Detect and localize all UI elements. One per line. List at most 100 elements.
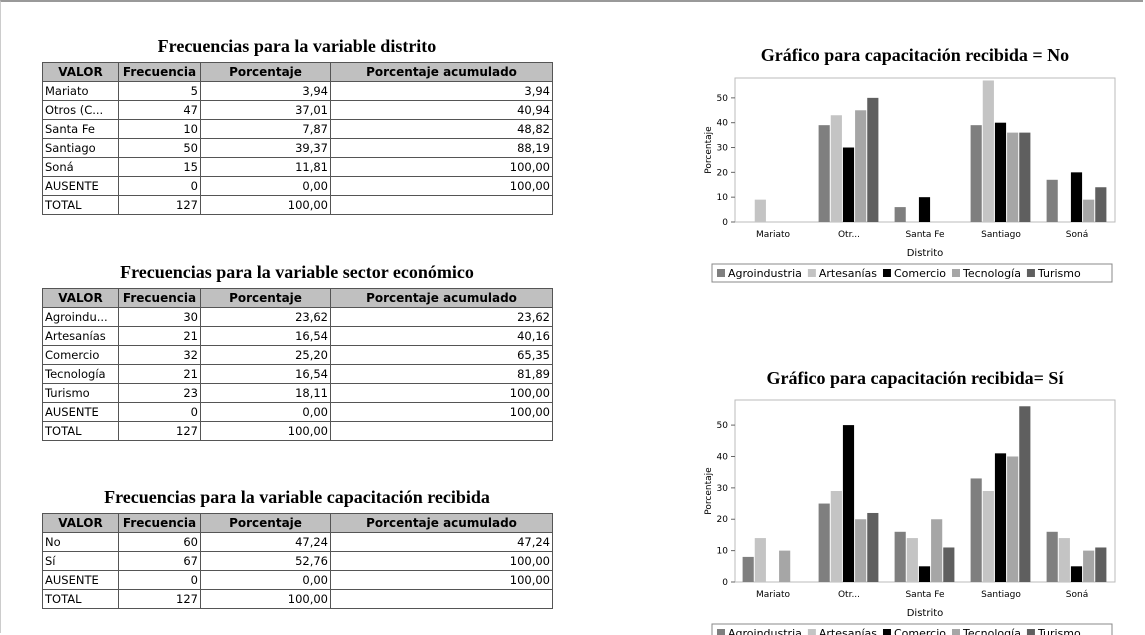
cell: 100,00	[330, 402, 553, 422]
cell: 16,54	[200, 326, 331, 346]
bar	[1095, 187, 1107, 222]
row: Otros (C... 47 37,01 40,94	[42, 100, 553, 120]
cell: 10	[118, 119, 201, 139]
cell: 67	[118, 551, 201, 571]
cell: Mariato	[42, 81, 119, 101]
cell: 100,00	[330, 176, 553, 196]
cell: 23,62	[200, 307, 331, 327]
legend-label: Comercio	[894, 627, 946, 635]
cell: 100,00	[330, 157, 553, 177]
row: No 60 47,24 47,24	[42, 532, 553, 552]
cell: 3,94	[200, 81, 331, 101]
legend-label: Turismo	[1037, 267, 1081, 280]
row: TOTAL 127 100,00	[42, 195, 553, 215]
x-tick-label: Santiago	[981, 230, 1021, 240]
cell: 0	[118, 402, 201, 422]
cell	[330, 421, 553, 441]
row: Artesanías 21 16,54 40,16	[42, 326, 553, 346]
bar	[842, 147, 855, 222]
cell: Otros (C...	[42, 100, 119, 120]
bar	[1007, 132, 1019, 222]
header-cell: Porcentaje acumulado	[330, 288, 553, 308]
bar	[867, 97, 879, 222]
bar	[918, 197, 931, 222]
cell: 65,35	[330, 345, 553, 365]
cell: 0	[118, 176, 201, 196]
legend-swatch	[807, 629, 816, 635]
table: VALOR Frecuencia Porcentaje Porcentaje acum…	[42, 288, 553, 441]
legend-label: Agroindustria	[728, 627, 802, 635]
cell: Turismo	[42, 383, 119, 403]
cell: 127	[118, 421, 201, 441]
y-axis-label: Porcentaje	[704, 126, 714, 174]
x-tick-label: Otr...	[838, 230, 860, 240]
cell: 0,00	[200, 570, 331, 590]
legend-swatch	[717, 269, 725, 277]
row: Santiago 50 39,37 88,19	[42, 138, 553, 158]
row: Sí 67 52,76 100,00	[42, 551, 553, 571]
row: TOTAL 127 100,00	[42, 589, 553, 609]
cell: 50	[118, 138, 201, 158]
y-tick-label: 0	[722, 218, 728, 228]
bar	[1019, 406, 1031, 582]
y-tick-label: 40	[717, 452, 729, 462]
cell: 100,00	[330, 551, 553, 571]
header-row: VALOR Frecuencia Porcentaje Porcentaje acum…	[42, 288, 553, 308]
legend-swatch	[882, 629, 891, 635]
bar	[867, 512, 879, 582]
cell: 5	[118, 81, 201, 101]
cell	[330, 589, 553, 609]
cell: 15	[118, 157, 201, 177]
cell: Comercio	[42, 345, 119, 365]
bar	[742, 556, 754, 582]
bar	[906, 538, 918, 582]
header-cell: VALOR	[42, 288, 119, 308]
cell: 127	[118, 195, 201, 215]
cell: Sí	[42, 551, 119, 571]
cell: 0,00	[200, 176, 331, 196]
cell: 23,62	[330, 307, 553, 327]
legend-swatch	[807, 269, 816, 277]
bar	[830, 491, 842, 582]
header-cell: Porcentaje acumulado	[330, 62, 553, 82]
legend-label: Artesanías	[819, 627, 877, 635]
row: AUSENTE 0 0,00 100,00	[42, 176, 553, 196]
row: Agroindu... 30 23,62 23,62	[42, 307, 553, 327]
y-tick-label: 10	[717, 193, 729, 203]
cell: 16,54	[200, 364, 331, 384]
bar	[894, 207, 906, 222]
bar	[855, 519, 867, 582]
cell: 39,37	[200, 138, 331, 158]
x-tick-label: Santa Fe	[905, 590, 945, 600]
legend-label: Comercio	[894, 267, 946, 280]
y-axis-label: Porcentaje	[704, 467, 714, 515]
legend-swatch	[882, 269, 891, 277]
x-tick-label: Santiago	[981, 590, 1021, 600]
header-row: VALOR Frecuencia Porcentaje Porcentaje acum…	[42, 62, 553, 82]
bar	[1019, 132, 1031, 222]
cell: 47,24	[200, 532, 331, 552]
legend-swatch	[1026, 629, 1035, 635]
legend	[711, 263, 1113, 283]
cell: 40,94	[330, 100, 553, 120]
row: Tecnología 21 16,54 81,89	[42, 364, 553, 384]
bar	[994, 453, 1007, 582]
cell: 88,19	[330, 138, 553, 158]
cell: 3,94	[330, 81, 553, 101]
legend-label: Tecnología	[962, 267, 1021, 280]
cell	[330, 195, 553, 215]
x-axis-label: Distrito	[907, 248, 944, 259]
bar	[1070, 172, 1083, 222]
row: Comercio 32 25,20 65,35	[42, 345, 553, 365]
bar	[1095, 547, 1107, 582]
cell: Tecnología	[42, 364, 119, 384]
header-cell: VALOR	[42, 62, 119, 82]
cell: AUSENTE	[42, 176, 119, 196]
bar	[754, 199, 766, 222]
bar	[994, 122, 1007, 222]
x-tick-label: Mariato	[756, 230, 791, 240]
table-title: Frecuencias para la variable capacitació…	[104, 487, 490, 507]
cell: 100,00	[200, 195, 331, 215]
